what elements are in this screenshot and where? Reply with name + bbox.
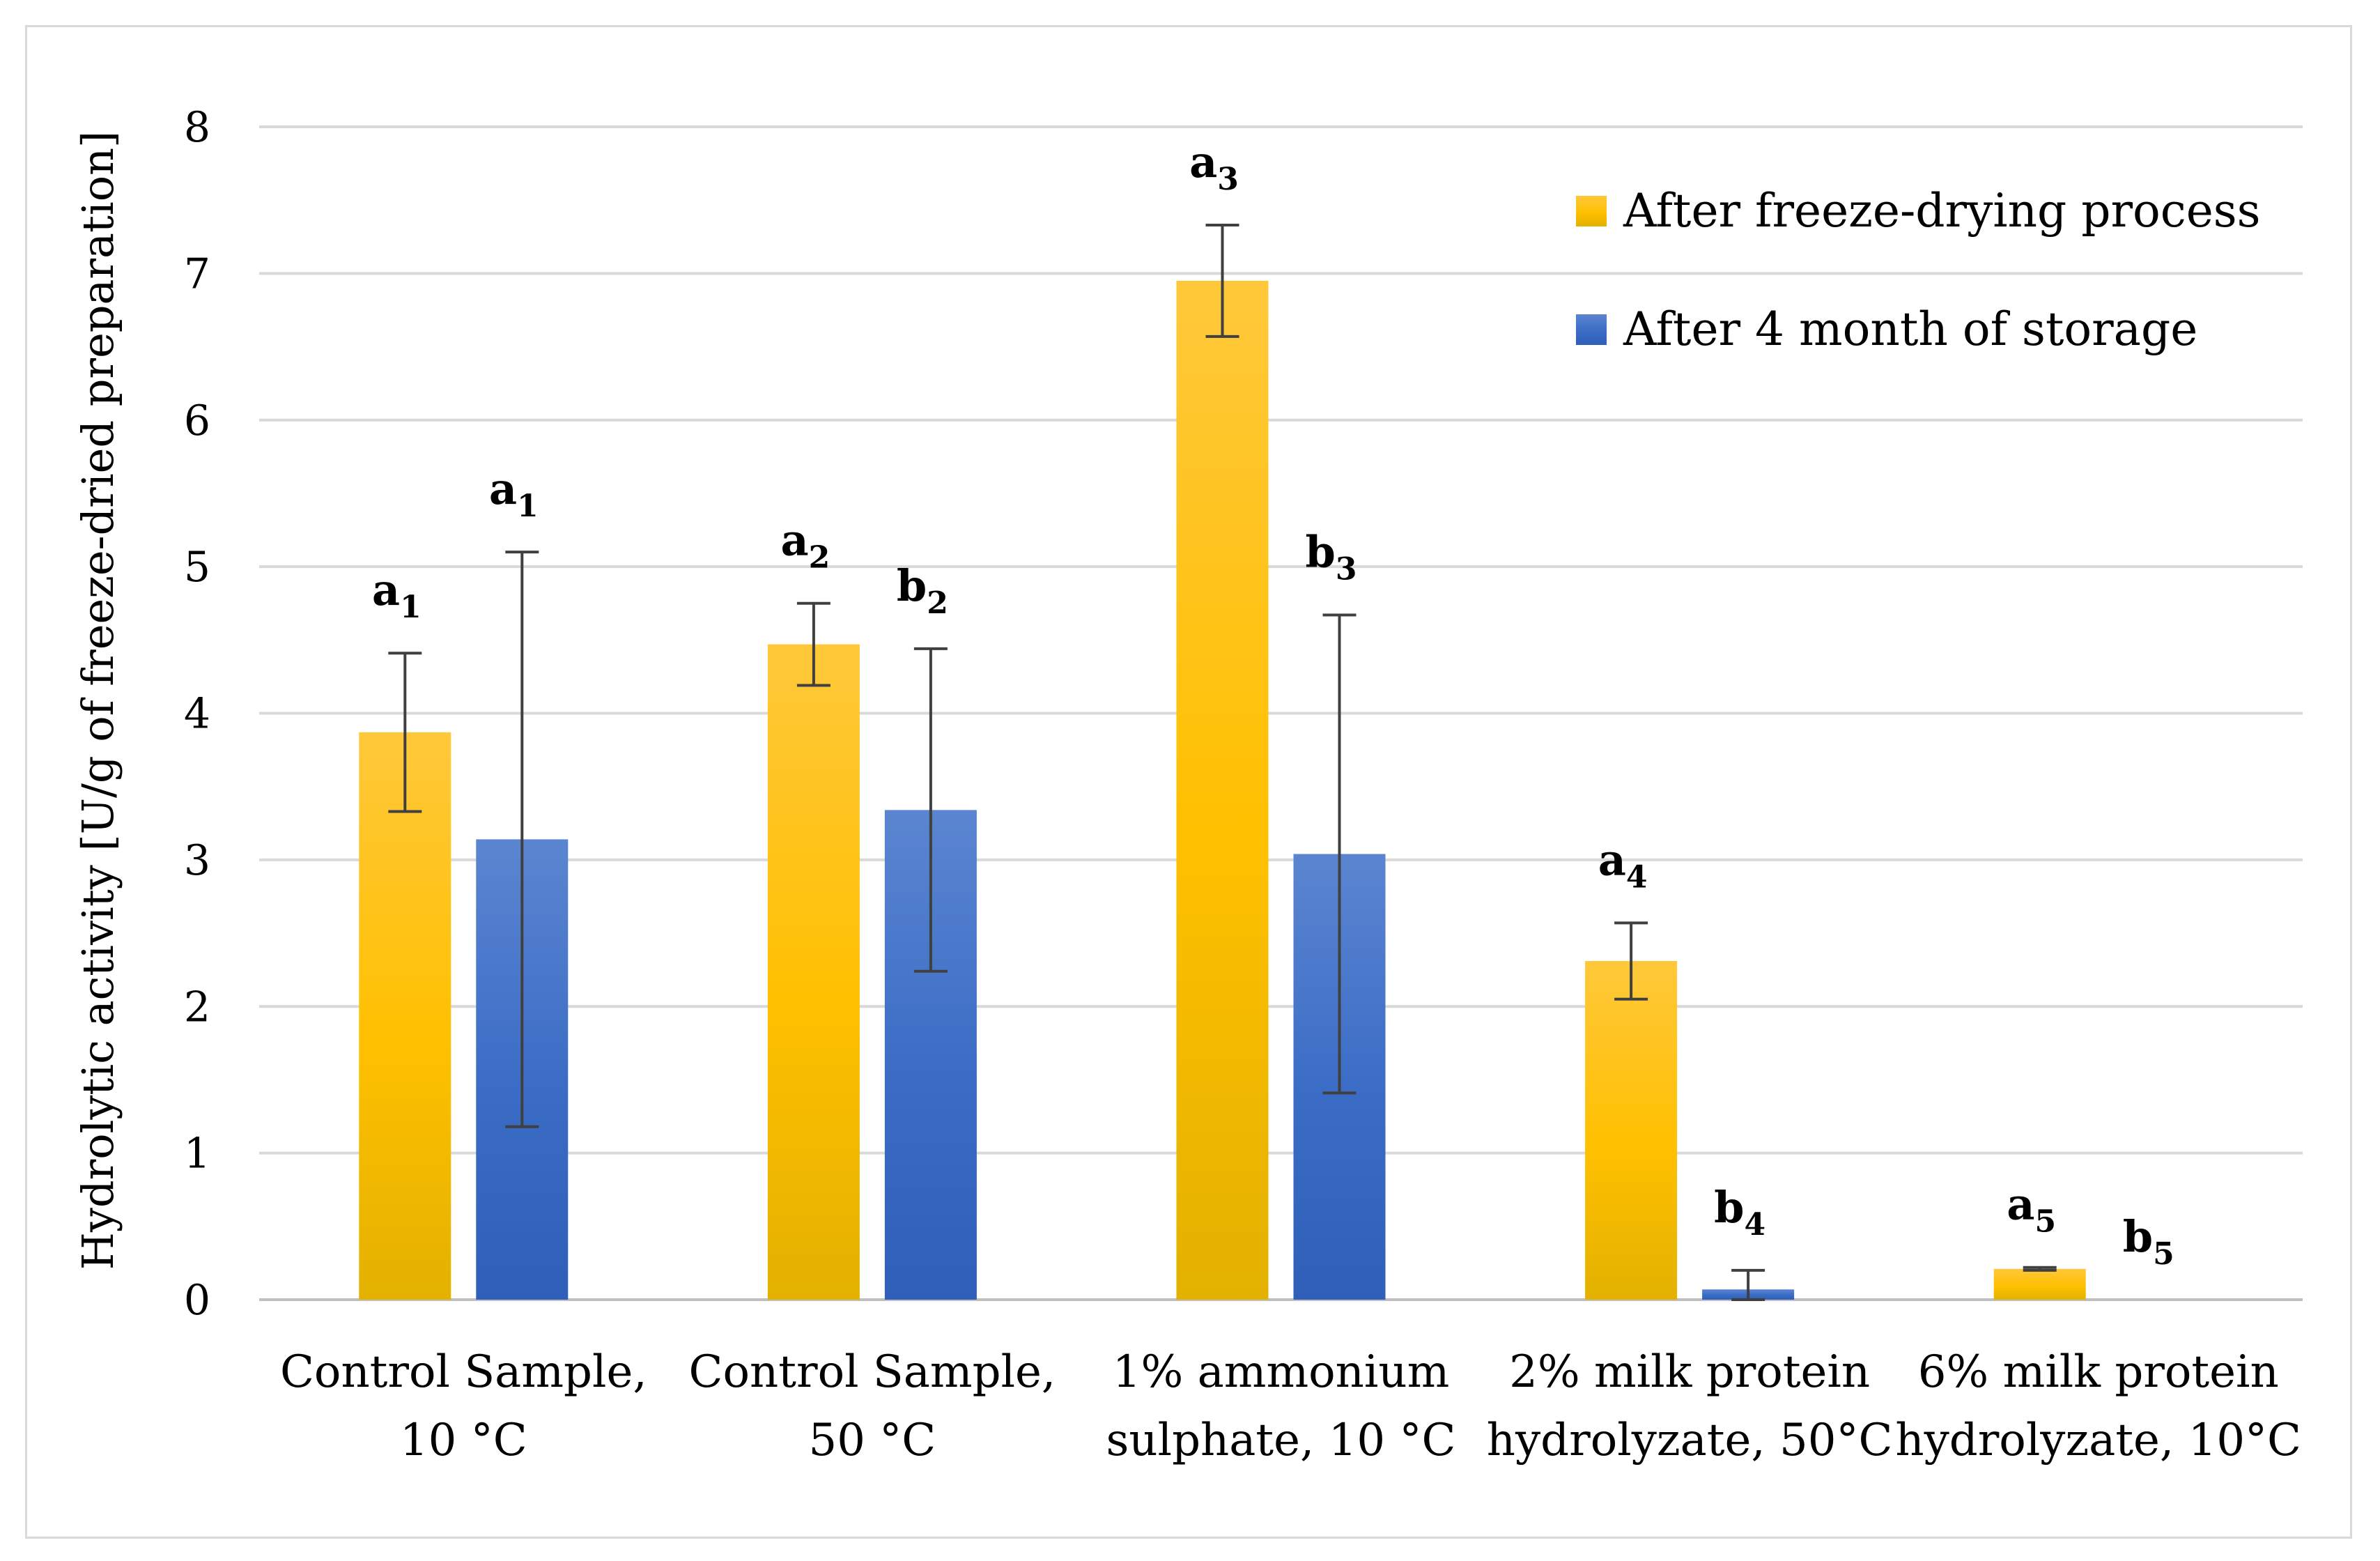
error-bar-storage-3 [1731, 1268, 1765, 1301]
significance-label-storage-0: a1 [489, 463, 539, 524]
significance-label-storage-3: b4 [1714, 1182, 1765, 1243]
y-axis-label: Hydrolytic activity [U/g of freeze-dried… [72, 131, 123, 1270]
error-bar-freeze-drying-2 [1205, 223, 1239, 338]
y-tick-label-5: 5 [184, 543, 210, 592]
error-bar-storage-2 [1322, 613, 1357, 1095]
significance-labels: a1 a2 a3 a4 a5 a1 b2 b3 b4 b5 [372, 137, 2174, 1272]
y-tick-label-0: 0 [184, 1276, 210, 1325]
significance-label-storage-4: b5 [2123, 1211, 2174, 1272]
error-bar-freeze-drying-1 [796, 601, 830, 687]
gridlines [259, 125, 2303, 1301]
x-category-label-4: 6% milk protein hydrolyzate, 10°C [1895, 1346, 2301, 1466]
error-bar-storage-1 [913, 647, 948, 973]
error-bars [388, 223, 2057, 1301]
x-category-label-2: 1% ammonium sulphate, 10 °C [1106, 1346, 1456, 1466]
bars [359, 280, 2086, 1300]
significance-label-freeze-drying-2: a3 [1189, 137, 1239, 197]
x-axis: Control Sample, 10 °C Control Sample, 50 °C… [280, 1346, 2301, 1466]
bar-freeze-drying-4 [1993, 1268, 2086, 1300]
legend-swatch-0 [1576, 196, 1607, 226]
bar-freeze-drying-3 [1585, 961, 1678, 1300]
legend-label-1: After 4 month of storage [1623, 302, 2197, 356]
y-tick-label-8: 8 [184, 103, 210, 152]
y-tick-label-3: 3 [184, 836, 210, 885]
bar-freeze-drying-0 [359, 732, 451, 1300]
legend-label-0: After freeze-drying process [1623, 184, 2261, 238]
significance-label-freeze-drying-3: a4 [1598, 834, 1648, 895]
x-category-label-1: Control Sample, 50 °C [689, 1346, 1056, 1466]
significance-label-storage-2: b3 [1306, 527, 1357, 587]
error-bar-freeze-drying-0 [388, 652, 422, 813]
x-category-label-0: Control Sample, 10 °C [280, 1346, 647, 1466]
significance-label-freeze-drying-0: a1 [372, 564, 422, 625]
significance-label-freeze-drying-4: a5 [2007, 1179, 2056, 1240]
y-tick-label-1: 1 [184, 1130, 210, 1178]
bar-freeze-drying-1 [767, 644, 860, 1300]
legend: After freeze-drying process After 4 month… [1576, 184, 2261, 356]
x-category-label-3: 2% milk protein hydrolyzate, 50°C [1487, 1346, 1893, 1466]
error-bar-storage-0 [505, 551, 539, 1128]
error-bar-freeze-drying-4 [2023, 1266, 2057, 1272]
y-tick-label-7: 7 [184, 249, 210, 298]
y-axis: 0 1 2 3 4 5 6 7 8 [184, 103, 210, 1325]
y-tick-label-6: 6 [184, 397, 210, 445]
legend-swatch-1 [1576, 314, 1607, 345]
legend-item-storage: After 4 month of storage [1576, 302, 2197, 356]
error-bar-freeze-drying-3 [1614, 921, 1648, 1001]
legend-item-freeze-drying: After freeze-drying process [1576, 184, 2261, 238]
y-tick-label-4: 4 [184, 690, 210, 739]
y-tick-label-2: 2 [184, 983, 210, 1031]
bar-freeze-drying-2 [1176, 280, 1269, 1300]
significance-label-storage-1: b2 [897, 560, 948, 621]
significance-label-freeze-drying-1: a2 [780, 515, 830, 576]
